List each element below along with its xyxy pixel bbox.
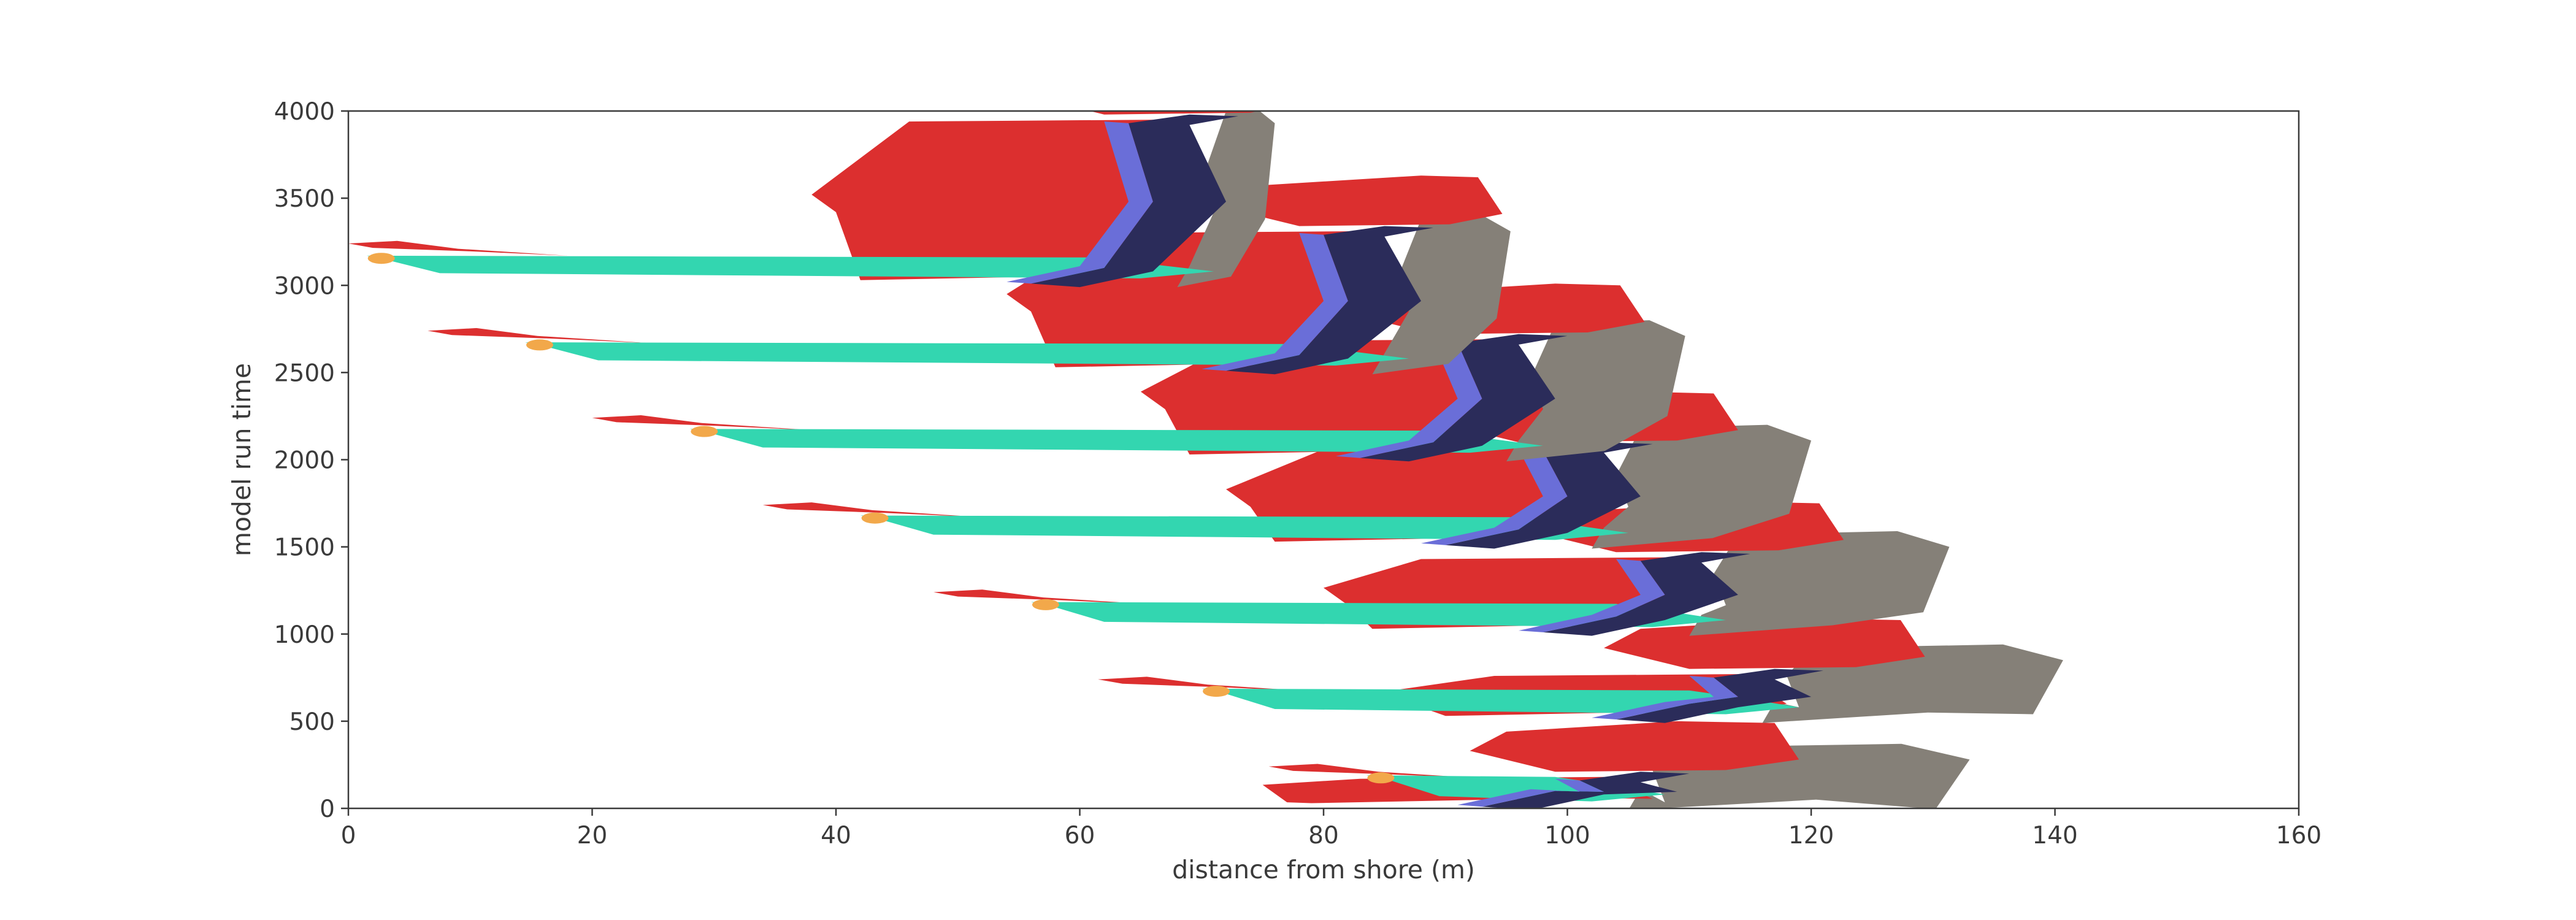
- y-tick-label: 1000: [274, 621, 335, 649]
- y-axis: 0 500 1000 1500 2000 2500 3000 3500 4000: [274, 98, 348, 823]
- x-axis: 0 20 40 60 80 100 120 140 160: [341, 808, 2321, 849]
- navy-front-0: [1482, 772, 1690, 808]
- y-tick-label: 500: [289, 708, 335, 736]
- red-tail-0: [1268, 764, 1489, 779]
- teal-band-4: [689, 429, 1543, 453]
- y-tick-label: 0: [320, 795, 335, 823]
- x-tick-label: 80: [1308, 822, 1339, 849]
- x-tick-label: 160: [2276, 822, 2321, 849]
- red-upper-wedge-6: [1090, 111, 1259, 115]
- teal-band-5: [525, 342, 1409, 366]
- navy-front-1: [1616, 669, 1823, 723]
- red-tail-2: [933, 589, 1153, 605]
- x-tick-label: 140: [2032, 822, 2077, 849]
- blue-front-5: [1202, 233, 1348, 371]
- teal-band-2: [1031, 602, 1726, 627]
- blue-front-0: [1457, 778, 1604, 807]
- orange-dot-1: [1203, 686, 1230, 697]
- teal-band-3: [860, 515, 1628, 540]
- navy-front-5: [1226, 226, 1433, 375]
- blue-front-2: [1519, 559, 1665, 632]
- orange-dot-5: [526, 339, 553, 351]
- navy-front-6: [1031, 114, 1238, 288]
- y-tick-label: 2000: [274, 447, 335, 475]
- blue-front-6: [1006, 121, 1153, 284]
- gray-zone-3: [1592, 424, 1811, 549]
- orange-dot-4: [691, 426, 718, 437]
- x-tick-label: 20: [577, 822, 608, 849]
- x-tick-label: 120: [1788, 822, 1834, 849]
- x-tick-label: 0: [341, 822, 356, 849]
- orange-dot-3: [861, 512, 889, 524]
- orange-dot-0: [1367, 772, 1395, 784]
- gray-zone-2: [1689, 531, 1950, 636]
- red-upper-wedge-5: [1214, 175, 1503, 226]
- y-tick-label: 1500: [274, 534, 335, 562]
- red-upper-wedge-0: [1470, 721, 1800, 772]
- red-upper-wedge-1: [1604, 618, 1925, 669]
- red-tail-5: [427, 328, 647, 343]
- y-axis-title: model run time: [227, 363, 256, 556]
- blue-front-3: [1421, 449, 1568, 545]
- gray-zone-6: [1177, 111, 1275, 288]
- x-tick-label: 60: [1065, 822, 1095, 849]
- red-tail-3: [762, 502, 983, 518]
- x-tick-label: 40: [821, 822, 851, 849]
- y-tick-label: 2500: [274, 359, 335, 387]
- navy-front-4: [1360, 334, 1568, 462]
- blue-front-4: [1335, 341, 1482, 458]
- gray-zone-4: [1506, 320, 1685, 462]
- y-tick-label: 3500: [274, 185, 335, 213]
- plot-area: [348, 111, 2063, 808]
- teal-band-6: [366, 255, 1214, 278]
- orange-dot-6: [367, 253, 395, 264]
- x-axis-title: distance from shore (m): [1172, 855, 1475, 884]
- x-tick-label: 100: [1544, 822, 1590, 849]
- blue-front-1: [1592, 676, 1738, 719]
- red-tail-6: [348, 240, 568, 256]
- navy-front-2: [1543, 552, 1750, 636]
- navy-front-3: [1445, 442, 1653, 549]
- gray-zone-5: [1372, 215, 1511, 375]
- orange-dot-2: [1032, 599, 1059, 610]
- red-tail-4: [592, 415, 812, 431]
- y-tick-label: 3000: [274, 272, 335, 300]
- y-tick-label: 4000: [274, 98, 335, 126]
- red-tail-1: [1098, 677, 1318, 692]
